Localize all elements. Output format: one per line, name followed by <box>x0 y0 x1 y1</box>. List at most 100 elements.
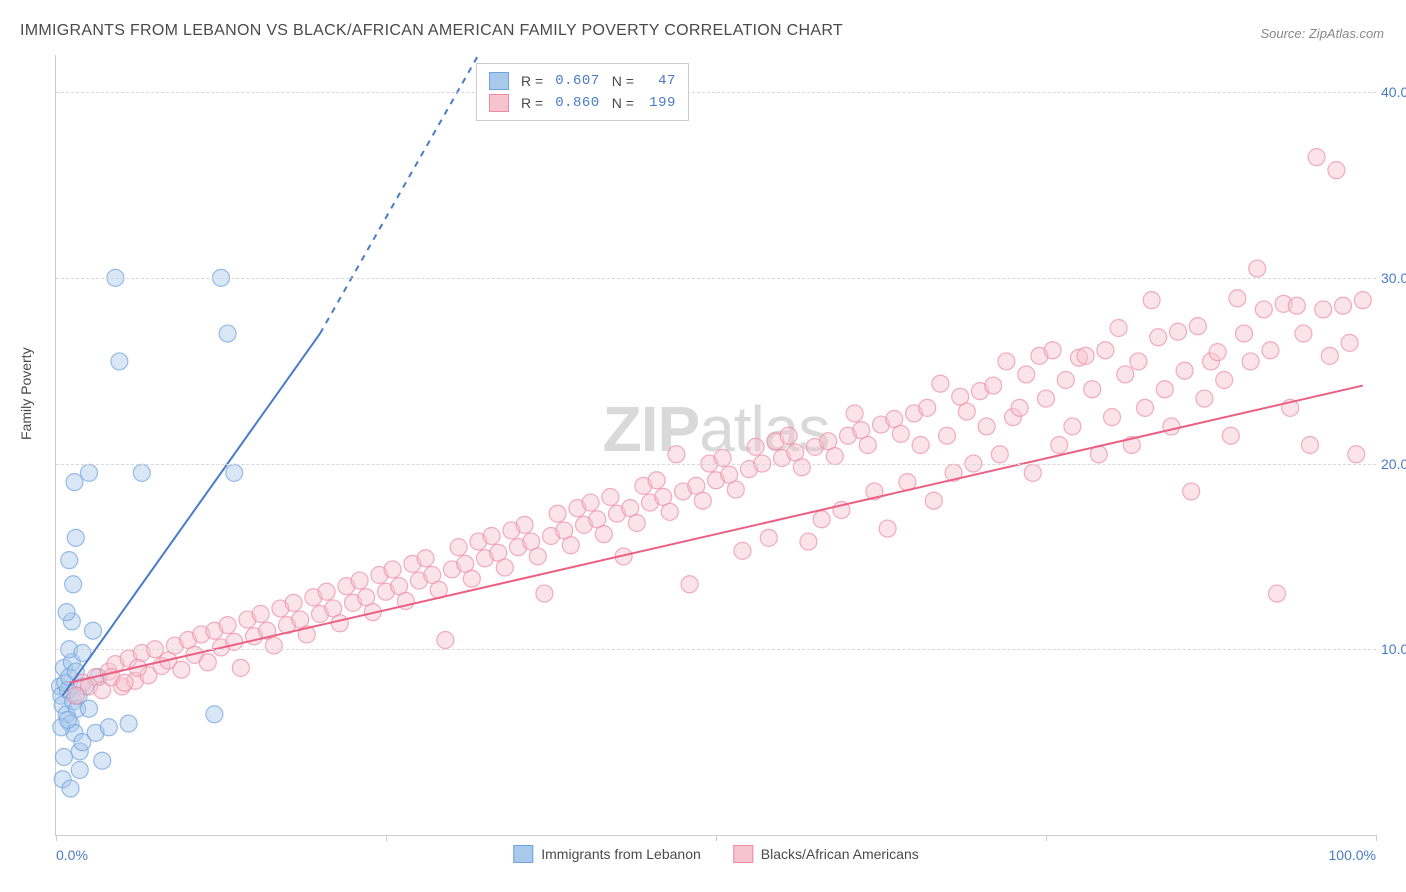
data-point <box>1196 390 1213 407</box>
data-point <box>1143 292 1160 309</box>
data-point <box>483 528 500 545</box>
legend-row-a: R = 0.607 N = 47 <box>489 70 676 92</box>
data-point <box>595 526 612 543</box>
data-point <box>1249 260 1266 277</box>
data-point <box>450 539 467 556</box>
data-point <box>116 674 133 691</box>
series-a-label: Immigrants from Lebanon <box>541 846 701 862</box>
data-point <box>1137 399 1154 416</box>
r-value-a: 0.607 <box>555 70 600 92</box>
r-value-b: 0.860 <box>555 92 600 114</box>
data-point <box>694 492 711 509</box>
swatch-blue-icon <box>513 845 533 863</box>
data-point <box>1097 342 1114 359</box>
y-tick-label: 40.0% <box>1381 84 1406 100</box>
n-value-a: 47 <box>646 70 676 92</box>
data-point <box>65 576 82 593</box>
data-point <box>1024 464 1041 481</box>
data-point <box>1222 427 1239 444</box>
data-point <box>173 661 190 678</box>
data-point <box>1044 342 1061 359</box>
x-tick <box>56 835 57 841</box>
data-point <box>331 615 348 632</box>
data-point <box>1110 320 1127 337</box>
data-point <box>582 494 599 511</box>
data-point <box>602 489 619 506</box>
data-point <box>562 537 579 554</box>
data-point <box>1321 347 1338 364</box>
data-point <box>120 715 137 732</box>
data-point <box>1104 409 1121 426</box>
data-point <box>536 585 553 602</box>
data-point <box>681 576 698 593</box>
chart-svg <box>56 55 1376 835</box>
data-point <box>1176 362 1193 379</box>
y-tick-label: 30.0% <box>1381 270 1406 286</box>
data-point <box>384 561 401 578</box>
data-point <box>67 687 84 704</box>
gridline <box>56 278 1376 279</box>
data-point <box>800 533 817 550</box>
data-point <box>1170 323 1187 340</box>
data-point <box>1216 372 1233 389</box>
data-point <box>925 492 942 509</box>
legend-series: Immigrants from Lebanon Blacks/African A… <box>513 845 918 863</box>
data-point <box>859 437 876 454</box>
data-point <box>1150 329 1167 346</box>
data-point <box>219 617 236 634</box>
data-point <box>81 464 98 481</box>
data-point <box>734 542 751 559</box>
data-point <box>1242 353 1259 370</box>
data-point <box>1064 418 1081 435</box>
x-tick <box>1046 835 1047 841</box>
data-point <box>133 464 150 481</box>
data-point <box>879 520 896 537</box>
data-point <box>826 448 843 465</box>
x-tick-label: 100.0% <box>1329 847 1376 863</box>
data-point <box>813 511 830 528</box>
data-point <box>94 752 111 769</box>
data-point <box>285 594 302 611</box>
data-point <box>760 529 777 546</box>
y-axis-label: Family Poverty <box>18 347 34 440</box>
data-point <box>111 353 128 370</box>
data-point <box>59 711 76 728</box>
data-point <box>991 446 1008 463</box>
data-point <box>1130 353 1147 370</box>
x-tick <box>386 835 387 841</box>
data-point <box>55 749 72 766</box>
data-point <box>1269 585 1286 602</box>
data-point <box>252 606 269 623</box>
swatch-pink-icon <box>489 94 509 112</box>
data-point <box>84 622 101 639</box>
data-point <box>61 552 78 569</box>
legend-item-a: Immigrants from Lebanon <box>513 845 701 863</box>
data-point <box>998 353 1015 370</box>
data-point <box>1117 366 1134 383</box>
data-point <box>1156 381 1173 398</box>
trend-line <box>69 386 1363 683</box>
data-point <box>496 559 513 576</box>
y-tick-label: 10.0% <box>1381 641 1406 657</box>
data-point <box>1315 301 1332 318</box>
data-point <box>549 505 566 522</box>
data-point <box>932 375 949 392</box>
trend-line-extrapolated <box>320 55 478 334</box>
n-label: N = <box>612 92 634 114</box>
data-point <box>1308 149 1325 166</box>
legend-stats: R = 0.607 N = 47 R = 0.860 N = 199 <box>476 63 689 121</box>
data-point <box>1288 297 1305 314</box>
data-point <box>1229 290 1246 307</box>
data-point <box>780 427 797 444</box>
data-point <box>265 637 282 654</box>
data-point <box>1255 301 1272 318</box>
data-point <box>661 503 678 520</box>
data-point <box>1038 390 1055 407</box>
y-tick-label: 20.0% <box>1381 456 1406 472</box>
data-point <box>1051 437 1068 454</box>
n-value-b: 199 <box>646 92 676 114</box>
x-tick <box>1376 835 1377 841</box>
data-point <box>939 427 956 444</box>
legend-row-b: R = 0.860 N = 199 <box>489 92 676 114</box>
data-point <box>793 459 810 476</box>
